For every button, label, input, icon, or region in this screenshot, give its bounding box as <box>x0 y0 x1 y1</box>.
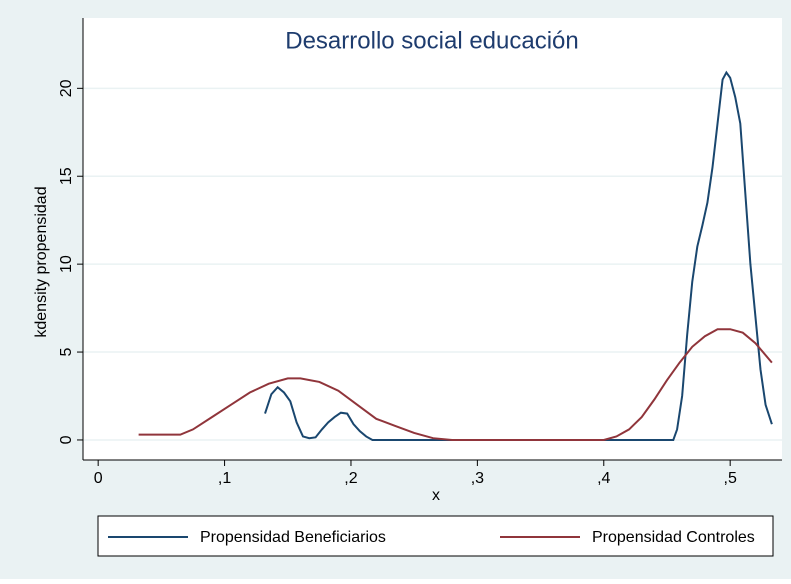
x-tick-label: ,5 <box>724 470 737 487</box>
series-line <box>138 328 773 441</box>
y-axis-label: kdensity propensidad <box>33 186 50 337</box>
y-tick-label: 10 <box>58 255 75 273</box>
y-tick-label: 15 <box>58 167 75 185</box>
y-tick-label: 5 <box>58 348 75 357</box>
x-tick-label: ,1 <box>218 470 231 487</box>
x-tick-label: ,2 <box>344 470 357 487</box>
y-tick-label: 0 <box>58 435 75 444</box>
plot-area <box>83 18 782 460</box>
chart-title: Desarrollo social educación <box>285 27 578 54</box>
y-tick-label: 20 <box>58 79 75 97</box>
x-tick-label: ,4 <box>597 470 610 487</box>
legend-label: Propensidad Controles <box>592 529 755 546</box>
legend-box <box>97 515 774 557</box>
legend-label: Propensidad Beneficiarios <box>200 529 386 546</box>
series-line <box>264 70 773 441</box>
x-tick-label: 0 <box>94 470 103 487</box>
x-axis-label: x <box>432 487 440 504</box>
x-tick-label: ,3 <box>471 470 484 487</box>
